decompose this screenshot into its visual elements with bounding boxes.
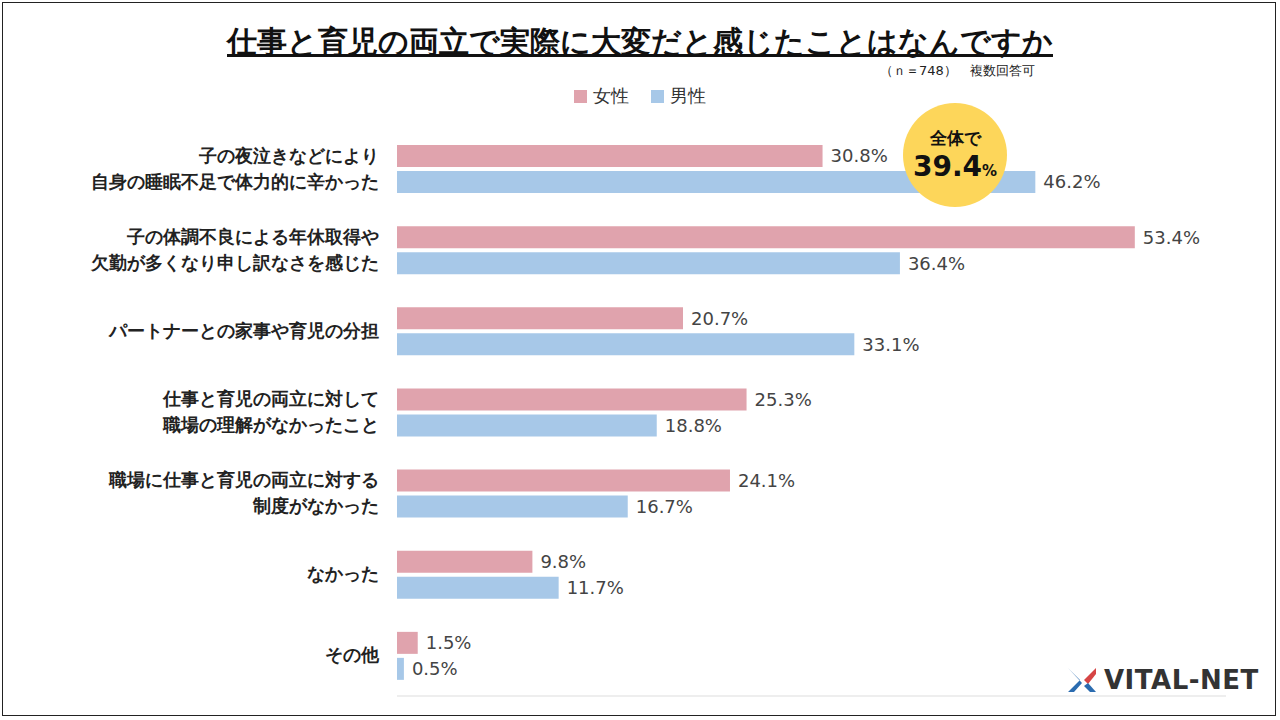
svg-text:11.7%: 11.7% [567, 577, 624, 598]
svg-text:欠勤が多くなり申し訳なさを感じた: 欠勤が多くなり申し訳なさを感じた [90, 252, 379, 273]
html-text:仕事と育児の両立で実際に大変だと感じたことはなんですか: 仕事と育児の両立で実際に大変だと感じたことはなんですか [227, 24, 1053, 59]
svg-text:0.5%: 0.5% [412, 658, 458, 679]
svg-text:子の夜泣きなどにより: 子の夜泣きなどにより [198, 145, 379, 166]
svg-text:子の体調不良による年休取得や: 子の体調不良による年休取得や [126, 226, 379, 247]
svg-text:18.8%: 18.8% [665, 415, 722, 436]
svg-text:20.7%: 20.7% [691, 308, 748, 329]
svg-text:24.1%: 24.1% [738, 470, 795, 491]
html-text:全体で: 全体で [929, 128, 981, 148]
svg-text:自身の睡眠不足で体力的に辛かった: 自身の睡眠不足で体力的に辛かった [91, 171, 379, 192]
svg-text:36.4%: 36.4% [908, 253, 965, 274]
svg-text:25.3%: 25.3% [755, 389, 812, 410]
svg-text:9.8%: 9.8% [540, 551, 586, 572]
svg-text:なかった: なかった [307, 563, 379, 584]
html-text:男性: 男性 [670, 85, 706, 106]
svg-text:16.7%: 16.7% [636, 496, 693, 517]
html-text:39.4%: 39.4% [912, 150, 998, 183]
svg-text:30.8%: 30.8% [831, 145, 888, 166]
svg-text:33.1%: 33.1% [862, 334, 919, 355]
svg-text:53.4%: 53.4% [1143, 227, 1200, 248]
html-text:VITAL-NET: VITAL-NET [1104, 665, 1259, 695]
svg-text:制度がなかった: 制度がなかった [252, 495, 379, 516]
svg-text:46.2%: 46.2% [1043, 171, 1100, 192]
svg-text:職場の理解がなかったこと: 職場の理解がなかったこと [162, 414, 379, 435]
svg-text:1.5%: 1.5% [426, 632, 472, 653]
html-text:女性: 女性 [593, 85, 629, 106]
svg-text:その他: その他 [325, 644, 380, 665]
svg-text:仕事と育児の両立に対して: 仕事と育児の両立に対して [162, 388, 379, 409]
html-text:（ｎ＝748） 複数回答可: （ｎ＝748） 複数回答可 [880, 63, 1035, 78]
svg-text:職場に仕事と育児の両立に対する: 職場に仕事と育児の両立に対する [108, 469, 379, 490]
svg-text:パートナーとの家事や育児の分担: パートナーとの家事や育児の分担 [108, 320, 379, 341]
